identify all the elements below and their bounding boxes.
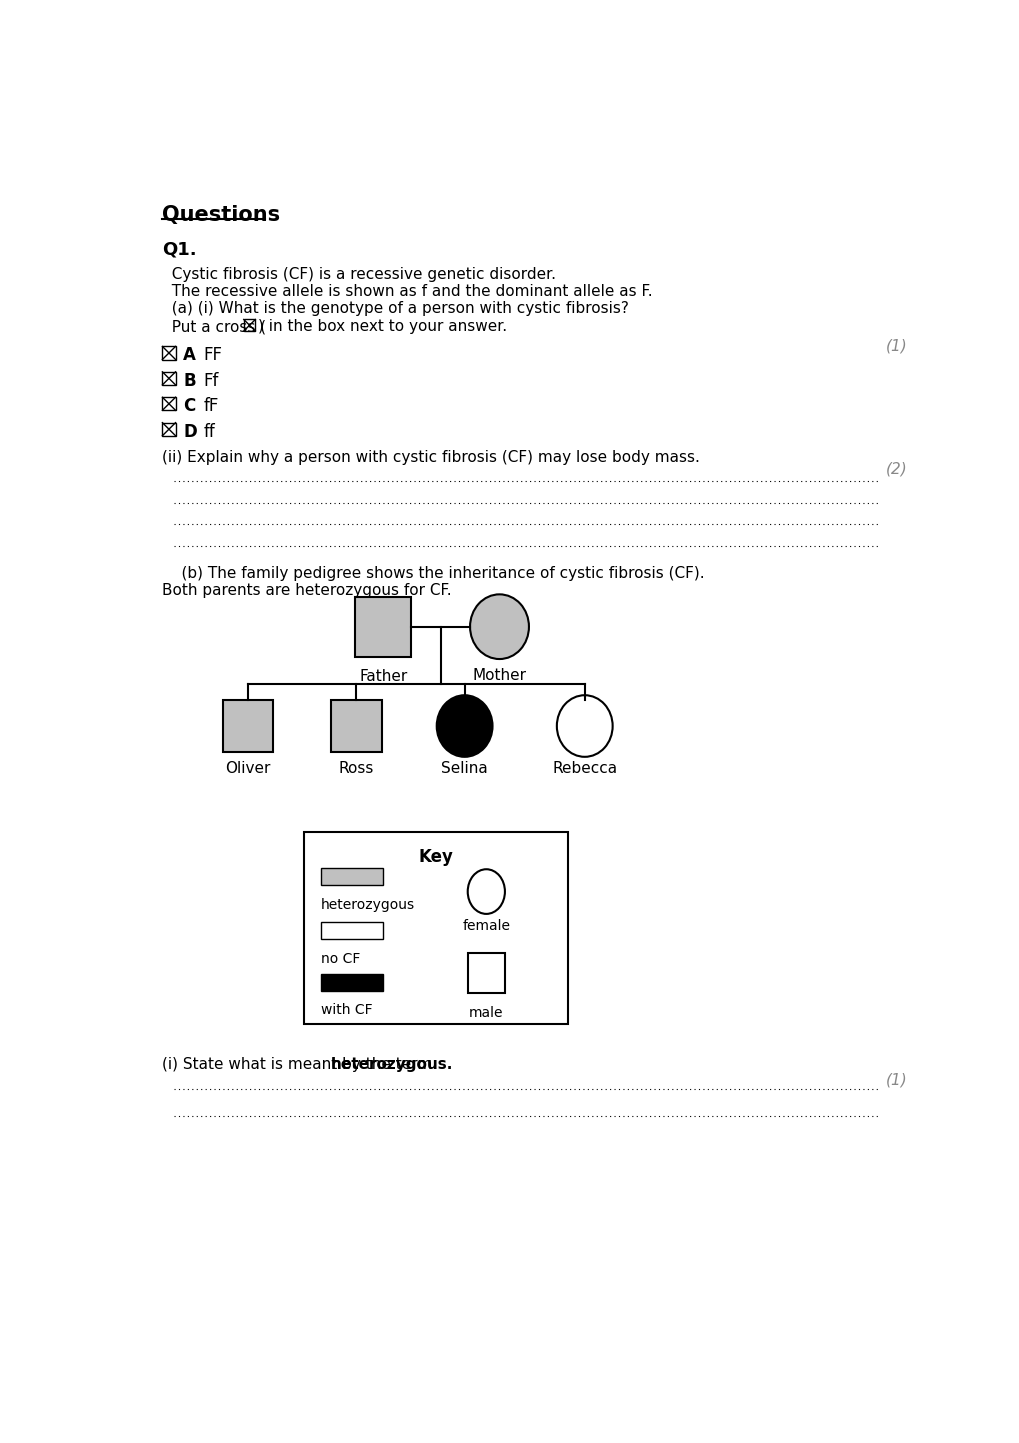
Text: Mother: Mother — [472, 668, 526, 684]
Text: no CF: no CF — [321, 951, 361, 965]
Text: (1): (1) — [884, 339, 906, 354]
Text: Q1.: Q1. — [162, 241, 197, 258]
Text: Cystic fibrosis (CF) is a recessive genetic disorder.: Cystic fibrosis (CF) is a recessive gene… — [162, 267, 555, 281]
Bar — [162, 423, 175, 436]
Text: Ross: Ross — [338, 762, 373, 776]
Text: heterozygous.: heterozygous. — [331, 1058, 453, 1072]
Text: male: male — [469, 1006, 503, 1020]
Bar — [355, 596, 411, 657]
Bar — [162, 346, 175, 359]
Text: ff: ff — [203, 423, 215, 440]
Text: fF: fF — [203, 397, 219, 416]
Text: C: C — [183, 397, 196, 416]
Bar — [162, 372, 175, 385]
Text: ) in the box next to your answer.: ) in the box next to your answer. — [258, 319, 506, 335]
Text: (ii) Explain why a person with cystic fibrosis (CF) may lose body mass.: (ii) Explain why a person with cystic fi… — [162, 450, 700, 465]
Ellipse shape — [556, 696, 612, 756]
Text: Oliver: Oliver — [225, 762, 270, 776]
Text: D: D — [183, 423, 197, 440]
Bar — [321, 974, 383, 991]
Text: FF: FF — [203, 346, 222, 365]
Text: Rebecca: Rebecca — [551, 762, 616, 776]
Bar — [162, 397, 175, 410]
Text: The recessive allele is shown as f and the dominant allele as F.: The recessive allele is shown as f and t… — [162, 284, 652, 299]
Text: Father: Father — [359, 670, 407, 684]
Text: heterozygous: heterozygous — [321, 898, 415, 912]
Text: (i) State what is meant by the term: (i) State what is meant by the term — [162, 1058, 437, 1072]
Text: (b) The family pedigree shows the inheritance of cystic fibrosis (CF).: (b) The family pedigree shows the inheri… — [162, 566, 704, 582]
Text: B: B — [183, 372, 196, 390]
Ellipse shape — [436, 696, 492, 756]
Bar — [244, 319, 255, 330]
Bar — [468, 954, 504, 993]
Bar — [222, 700, 273, 752]
Text: with CF: with CF — [321, 1003, 373, 1017]
Text: (1): (1) — [884, 1072, 906, 1088]
Text: Selina: Selina — [441, 762, 487, 776]
Bar — [304, 831, 568, 1025]
Text: Ff: Ff — [203, 372, 219, 390]
Text: (2): (2) — [884, 462, 906, 476]
Text: Put a cross (: Put a cross ( — [162, 319, 266, 335]
Text: female: female — [462, 919, 510, 934]
Text: Questions: Questions — [162, 205, 280, 225]
Text: Both parents are heterozygous for CF.: Both parents are heterozygous for CF. — [162, 583, 451, 597]
Text: Key: Key — [418, 848, 452, 866]
Text: (a) (i) What is the genotype of a person with cystic fibrosis?: (a) (i) What is the genotype of a person… — [162, 302, 629, 316]
Bar — [321, 922, 383, 939]
Ellipse shape — [468, 869, 504, 913]
Text: A: A — [183, 346, 196, 365]
Bar — [331, 700, 381, 752]
Bar — [321, 869, 383, 886]
Ellipse shape — [470, 595, 529, 659]
